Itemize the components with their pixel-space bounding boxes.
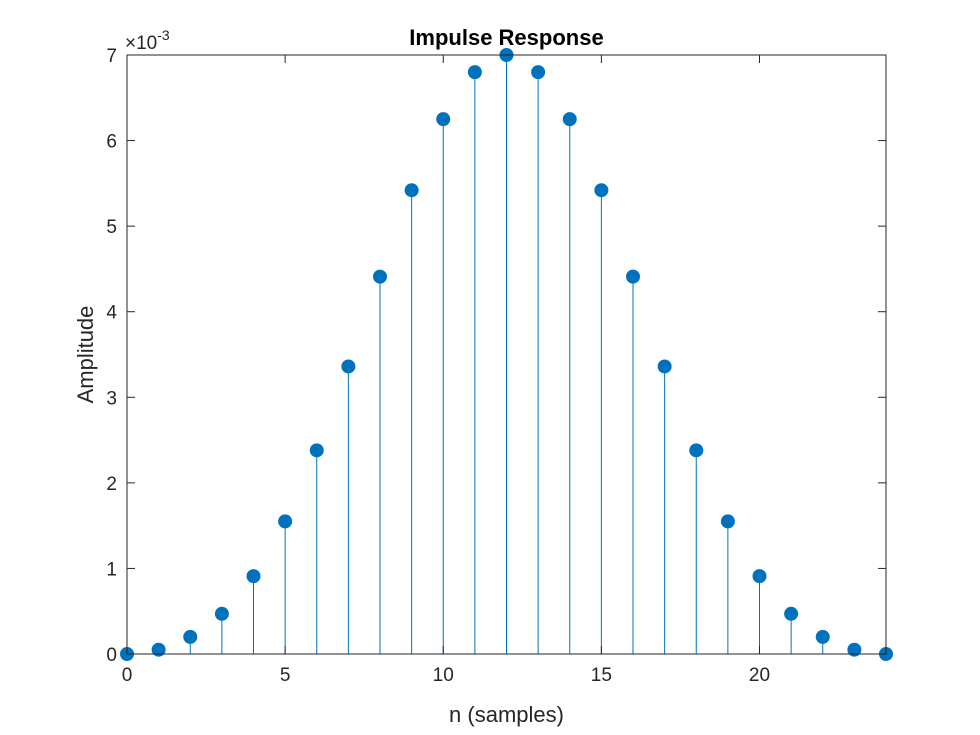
stem-marker (246, 569, 261, 584)
x-tick-label: 5 (280, 665, 291, 686)
y-ticks-group: 0 1 2 3 4 5 6 7 (106, 46, 886, 666)
stem-marker (183, 629, 198, 644)
stem-marker (784, 606, 799, 621)
x-tick-label: 15 (591, 665, 612, 686)
stem-marker (847, 642, 862, 657)
y-tick-label: 7 (106, 46, 117, 67)
stem-marker (341, 359, 356, 374)
stem-marker (278, 514, 293, 529)
y-tick-label: 6 (106, 132, 117, 153)
stem-marker (404, 183, 419, 198)
markers-group (120, 48, 893, 661)
stem-marker (657, 359, 672, 374)
y-exponent-label: ×10-3 (125, 27, 170, 54)
x-tick-label: 10 (433, 665, 454, 686)
stem-marker (214, 606, 229, 621)
y-exponent-base: ×10 (125, 33, 157, 54)
y-tick-label: 3 (106, 388, 117, 409)
stem-marker (562, 112, 577, 127)
y-tick-label: 4 (106, 303, 117, 324)
stem-marker (531, 65, 546, 80)
x-tick-label: 0 (122, 665, 133, 686)
stem-marker (689, 443, 704, 458)
stem-marker (467, 65, 482, 80)
x-axis-label: n (samples) (449, 702, 564, 727)
stem-marker (752, 569, 767, 584)
stem-marker (373, 269, 387, 284)
stem-marker (720, 514, 735, 529)
stem-marker (594, 183, 609, 198)
y-exponent-power: -3 (157, 27, 170, 43)
y-axis-label: Amplitude (73, 306, 98, 404)
stems-group (158, 55, 855, 654)
stem-marker (436, 112, 451, 127)
chart-title: Impulse Response (409, 25, 603, 50)
stem-marker (626, 269, 640, 284)
x-tick-label: 20 (749, 665, 770, 686)
stem-marker (309, 443, 324, 458)
y-tick-label: 1 (106, 559, 117, 580)
y-tick-label: 5 (106, 217, 117, 238)
axes-box (126, 54, 887, 655)
y-tick-label: 2 (106, 474, 117, 495)
stem-marker (151, 642, 166, 657)
stem-marker (815, 629, 830, 644)
y-tick-label: 0 (106, 645, 117, 666)
x-ticks-group: 0 5 10 15 20 (122, 55, 770, 686)
